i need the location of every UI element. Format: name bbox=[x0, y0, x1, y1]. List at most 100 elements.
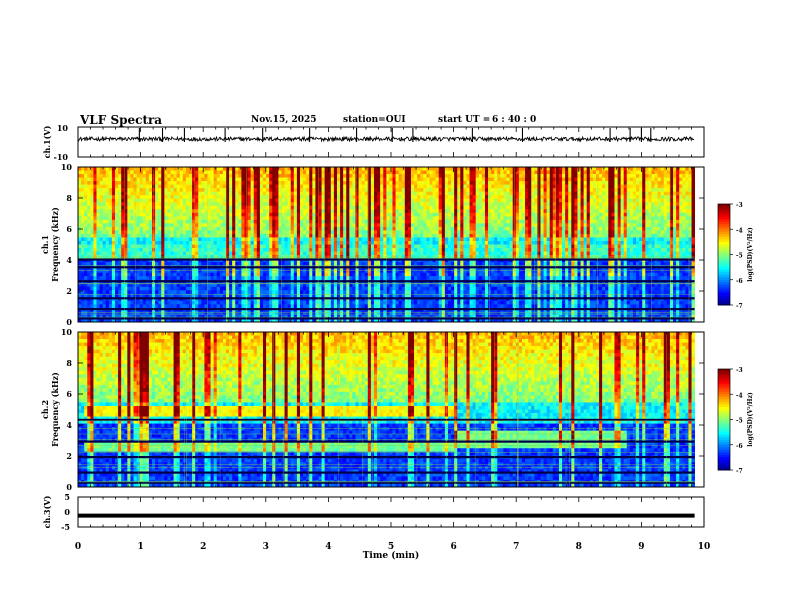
spectrogram-cell bbox=[592, 216, 597, 221]
spectrogram-cell bbox=[380, 205, 384, 210]
spectrogram-cell bbox=[247, 188, 252, 193]
spectrogram-cell bbox=[333, 170, 338, 175]
spectrogram-cell bbox=[478, 209, 483, 214]
spectrogram-cell bbox=[599, 205, 603, 210]
spectrogram-cell bbox=[330, 216, 335, 221]
spectrogram-cell bbox=[525, 223, 529, 228]
spectrogram-cell bbox=[269, 170, 273, 175]
spectrogram-cell bbox=[546, 205, 551, 210]
spectrogram-cell bbox=[241, 174, 245, 178]
spectrogram-cell bbox=[275, 251, 279, 256]
spectrogram-cell bbox=[343, 191, 347, 196]
spectrogram-cell bbox=[179, 181, 184, 186]
spectrogram-cell bbox=[657, 223, 662, 228]
spectrogram-cell bbox=[410, 216, 415, 221]
spectrogram-cell bbox=[269, 188, 273, 193]
spectrogram-cell bbox=[235, 191, 239, 196]
spectrogram-cell bbox=[503, 240, 507, 245]
spectrogram-cell bbox=[383, 170, 387, 175]
spectrogram-cell bbox=[318, 209, 322, 214]
spectrogram-cell bbox=[349, 167, 353, 171]
spectrogram-cell bbox=[478, 181, 483, 186]
spectrogram-cell bbox=[447, 212, 452, 217]
spectrogram-cell bbox=[475, 233, 480, 238]
spectrogram-cell bbox=[420, 195, 424, 200]
spectrogram-cell bbox=[500, 170, 504, 175]
spectrogram-cell bbox=[562, 174, 566, 178]
spectrogram-cell bbox=[688, 181, 692, 186]
spectrogram-cell bbox=[336, 167, 341, 171]
spectrogram-cell bbox=[407, 209, 412, 214]
spectrogram-cell bbox=[306, 191, 310, 196]
spectrogram-cell bbox=[346, 244, 350, 249]
spectrogram-cell bbox=[682, 219, 686, 224]
spectrogram-cell bbox=[654, 248, 659, 252]
spectrogram-cell bbox=[299, 226, 304, 231]
spectrogram-cell bbox=[577, 216, 581, 221]
spectrogram-cell bbox=[256, 251, 261, 256]
spectrogram-cell bbox=[108, 205, 113, 210]
spectrogram-cell bbox=[373, 226, 378, 231]
spectrogram-cell bbox=[121, 216, 125, 221]
spectrogram-cell bbox=[679, 205, 683, 210]
spectrogram-cell bbox=[679, 188, 683, 193]
spectrogram-cell bbox=[629, 167, 634, 171]
spectrogram-cell bbox=[204, 230, 208, 235]
spectrogram-cell bbox=[309, 205, 313, 210]
spectrogram-cell bbox=[605, 240, 609, 245]
spectrogram-cell bbox=[429, 202, 433, 207]
spectrogram-cell bbox=[324, 219, 329, 224]
spectrogram-cell bbox=[679, 244, 683, 249]
spectrogram-cell bbox=[198, 237, 202, 242]
spectrogram-cell bbox=[127, 251, 131, 256]
spectrogram-cell bbox=[235, 230, 239, 235]
spectrogram-cell bbox=[312, 167, 316, 171]
spectrogram-cell bbox=[389, 219, 393, 224]
spectrogram-cell bbox=[167, 248, 171, 252]
spectrogram-cell bbox=[247, 216, 252, 221]
spectrogram-cell bbox=[102, 226, 107, 231]
spectrogram-cell bbox=[373, 198, 378, 203]
spectrogram-cell bbox=[213, 174, 218, 178]
spectrogram-cell bbox=[139, 244, 144, 249]
spectrogram-cell bbox=[432, 219, 437, 224]
spectrogram-cell bbox=[238, 230, 242, 235]
spectrogram-cell bbox=[676, 195, 680, 200]
spectrogram-cell bbox=[497, 167, 501, 171]
spectrogram-cell bbox=[244, 240, 248, 245]
spectrogram-cell bbox=[358, 191, 363, 196]
spectrogram-cell bbox=[651, 205, 655, 210]
spectrogram-cell bbox=[373, 244, 378, 249]
spectrogram-cell bbox=[420, 237, 424, 242]
spectrogram-cell bbox=[161, 202, 165, 207]
spectrogram-cell bbox=[537, 223, 541, 228]
spectrogram-cell bbox=[324, 240, 329, 245]
spectrogram-cell bbox=[475, 195, 480, 200]
spectrogram-cell bbox=[250, 195, 255, 200]
spectrogram-cell bbox=[395, 167, 400, 171]
spectrogram-cell bbox=[352, 177, 356, 182]
spectrogram-cell bbox=[592, 248, 597, 252]
spectrogram-cell bbox=[130, 177, 134, 182]
spectrogram-cell bbox=[115, 205, 119, 210]
spectrogram-cell bbox=[565, 167, 569, 171]
spectrogram-cell bbox=[679, 170, 683, 175]
spectrogram-cell bbox=[176, 240, 181, 245]
spectrogram-cell bbox=[469, 216, 474, 221]
spectrogram-cell bbox=[682, 167, 686, 171]
spectrogram-cell bbox=[253, 226, 258, 231]
spectrogram-cell bbox=[537, 191, 541, 196]
spectrogram-cell bbox=[299, 244, 304, 249]
spectrogram-cell bbox=[167, 240, 171, 245]
spectrogram-cell bbox=[608, 167, 612, 171]
spectrogram-cell bbox=[555, 212, 560, 217]
spectrogram-cell bbox=[284, 195, 289, 200]
spectrogram-cell bbox=[142, 181, 147, 186]
spectrogram-cell bbox=[272, 167, 276, 171]
spectrogram-cell bbox=[306, 170, 310, 175]
spectrogram-cell bbox=[525, 230, 529, 235]
spectrogram-cell bbox=[469, 181, 474, 186]
spectrogram-cell bbox=[225, 167, 230, 171]
spectrogram-cell bbox=[407, 237, 412, 242]
spectrogram-cell bbox=[540, 237, 544, 242]
